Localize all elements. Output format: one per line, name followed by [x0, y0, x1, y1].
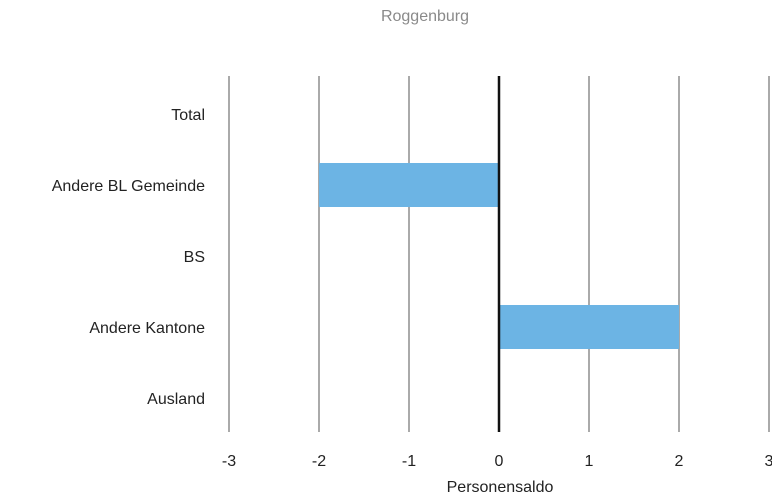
x-tick-label: 0 — [495, 453, 504, 470]
x-tick-label: -2 — [312, 453, 326, 470]
x-tick-label: 2 — [675, 453, 684, 470]
tick-labels: -3 -2 -1 0 1 2 3 — [222, 453, 772, 470]
bar — [499, 305, 679, 349]
category-label: BS — [184, 249, 205, 266]
chart-subtitle: Roggenburg — [380, 8, 470, 25]
x-tick-label: 1 — [585, 453, 594, 470]
grid-lines — [228, 76, 770, 432]
category-label: Total — [171, 107, 205, 124]
x-tick-label: -3 — [222, 453, 236, 470]
category-labels: Total Andere BL Gemeinde BS Andere Kantone A… — [52, 107, 205, 408]
category-label: Andere BL Gemeinde — [52, 178, 205, 195]
bar — [319, 163, 499, 207]
bars — [319, 163, 679, 349]
x-axis-title: Personensaldo — [447, 479, 554, 496]
category-label: Andere Kantone — [89, 320, 205, 337]
x-tick-label: 3 — [765, 453, 772, 470]
category-label: Ausland — [147, 391, 205, 408]
x-tick-label: -1 — [402, 453, 416, 470]
